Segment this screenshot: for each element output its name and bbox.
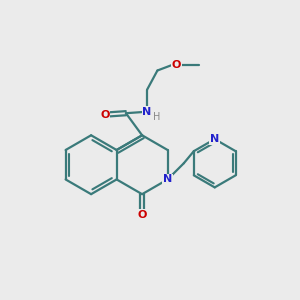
Text: N: N	[163, 174, 172, 184]
Text: N: N	[142, 107, 152, 117]
Text: O: O	[137, 210, 147, 220]
Text: H: H	[153, 112, 160, 122]
Text: O: O	[172, 60, 181, 70]
Text: O: O	[100, 110, 110, 120]
Text: N: N	[210, 134, 219, 144]
